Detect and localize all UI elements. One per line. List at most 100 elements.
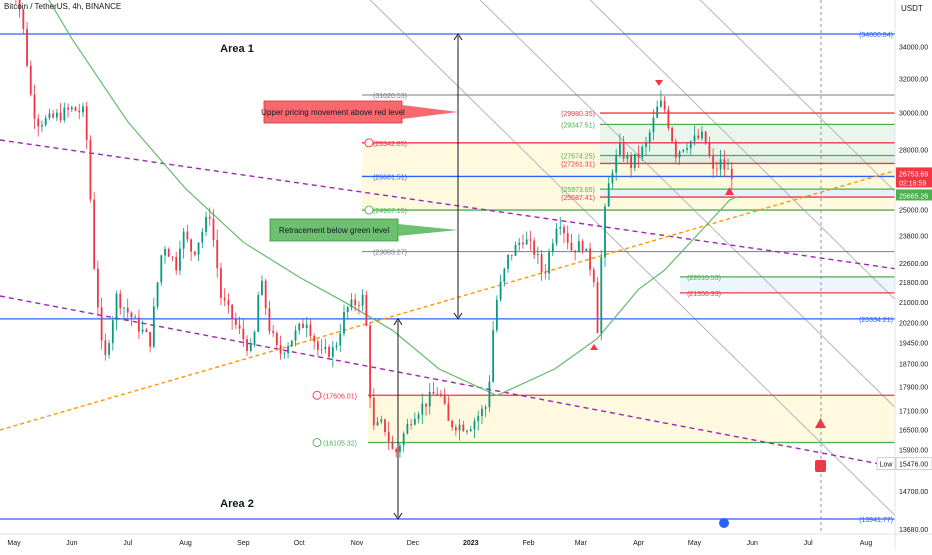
price-tag-prefix: Low [880, 462, 894, 469]
candle-body [193, 251, 196, 255]
candle-body [119, 293, 122, 309]
trendlines-layer [0, 139, 895, 468]
candle-body [410, 424, 413, 425]
candle-body [667, 109, 670, 129]
candle-body [406, 424, 409, 434]
face-icon [364, 138, 374, 148]
y-tick-label: 22600.00 [899, 261, 928, 268]
candle-body [671, 128, 674, 142]
candle-body [715, 168, 718, 170]
candle-body [488, 381, 491, 408]
candle-body [596, 282, 599, 334]
candle-body [272, 331, 275, 334]
candle-body [645, 142, 647, 147]
candle-body [686, 148, 688, 150]
candle-body [708, 143, 711, 156]
x-tick-label: 2023 [463, 540, 479, 547]
x-tick-label: Oct [294, 540, 305, 547]
x-tick-label: Mar [575, 540, 588, 547]
face-icon [312, 390, 322, 400]
y-tick-label: 14700.00 [899, 489, 928, 496]
candle-body [298, 323, 301, 331]
candle-body [331, 347, 334, 357]
y-tick-label: 15900.00 [899, 447, 928, 454]
marker-up-triangle [590, 344, 598, 350]
x-tick-label: Aug [860, 540, 873, 547]
candle-body [522, 242, 524, 245]
candle-body [619, 143, 621, 156]
candle-body [425, 403, 427, 407]
candle-body [63, 107, 66, 121]
candle-body [443, 394, 446, 404]
candle-body [234, 319, 237, 325]
candle-body [432, 391, 435, 394]
candle-body [346, 307, 349, 313]
zone-green-band [600, 124, 895, 156]
candle-body [309, 324, 312, 336]
moving-average-layer [48, 0, 738, 397]
candle-body [495, 299, 498, 331]
candle-body [391, 441, 394, 449]
y-tick-label: 21000.00 [899, 300, 928, 307]
candle-body [372, 397, 375, 426]
candle-body [473, 420, 476, 430]
candle-body [585, 248, 588, 251]
x-tick-label: Feb [523, 540, 535, 547]
candle-body [287, 346, 289, 354]
candle-body [130, 312, 133, 318]
area-2-label: Area 2 [220, 498, 254, 510]
candle-body [697, 135, 700, 139]
x-tick-label: Aug [179, 540, 192, 547]
candle-body [268, 308, 271, 332]
candle-body [604, 206, 606, 258]
candle-body [283, 353, 286, 355]
candle-body [436, 393, 439, 395]
candle-body [376, 421, 379, 426]
candle-body [171, 256, 174, 258]
candle-body [108, 343, 110, 355]
candle-body [350, 299, 353, 308]
price-tag-box [896, 189, 932, 201]
candle-body [529, 239, 532, 241]
candle-body [402, 433, 405, 446]
candle-body [41, 124, 43, 127]
y-tick-label: 20200.00 [899, 320, 928, 327]
levels-layer [0, 33, 895, 520]
candle-body [246, 339, 248, 351]
candle-body [220, 268, 222, 298]
zone-lower-yellow [368, 395, 895, 443]
candle-body [242, 328, 245, 340]
candle-body [152, 306, 155, 347]
level-label: (17606.01) [323, 393, 357, 400]
candle-body [316, 341, 319, 350]
candle-body [548, 252, 550, 274]
candle-body [22, 9, 25, 29]
x-tick-label: Jul [804, 540, 813, 547]
candle-body [663, 100, 666, 110]
marker-down-triangle [655, 80, 663, 86]
candle-body [589, 248, 591, 270]
candle-body [104, 340, 107, 355]
candle-body [257, 295, 260, 333]
candle-body [570, 242, 573, 251]
candles-layer [15, 0, 733, 458]
level-label: (26601.51) [373, 174, 407, 181]
candle-body [417, 414, 420, 419]
candle-body [633, 153, 636, 168]
candle-body [369, 325, 371, 398]
candle-body [503, 268, 506, 282]
y-tick-label: 16500.00 [899, 428, 928, 435]
candle-body [551, 243, 554, 253]
price-tag-text: 26753.69 [899, 171, 928, 178]
y-tick-label: 23800.00 [899, 233, 928, 240]
candle-body [324, 346, 327, 350]
candle-body [656, 106, 659, 118]
candle-body [544, 272, 547, 274]
candle-body [160, 255, 163, 283]
y-tick-label: 19450.00 [899, 340, 928, 347]
candle-body [499, 281, 502, 300]
